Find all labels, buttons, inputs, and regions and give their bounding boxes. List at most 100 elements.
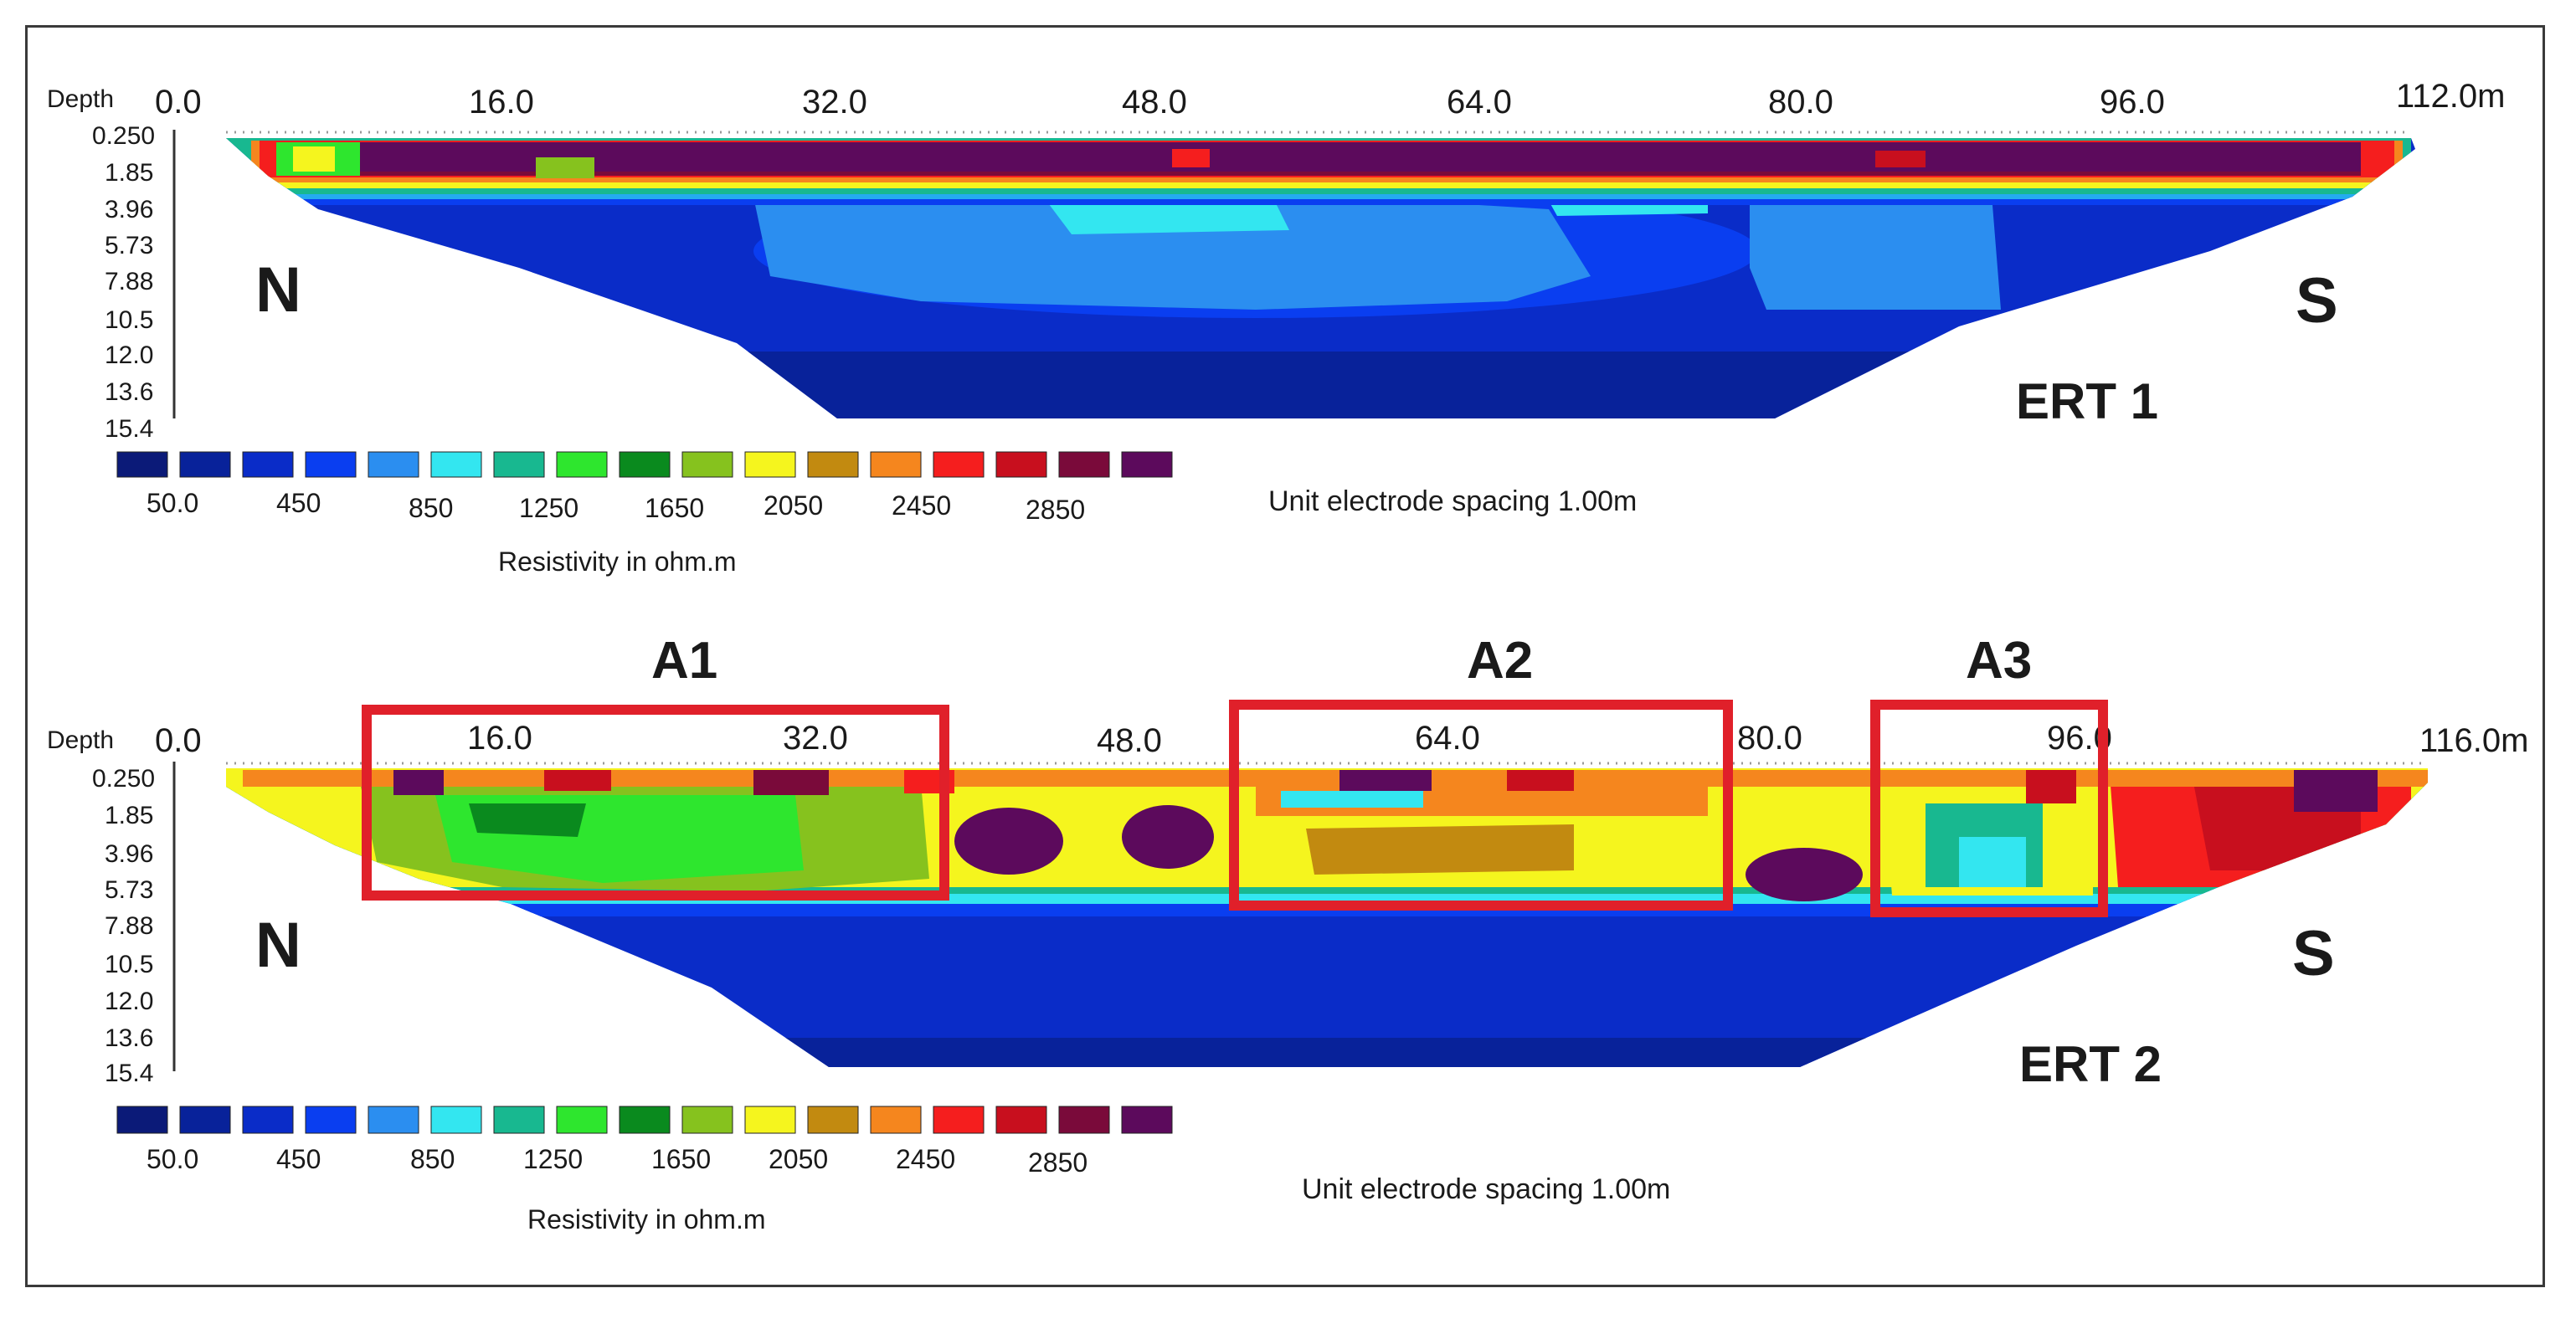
ert1-north-label: N xyxy=(255,254,301,326)
ert1-legend-value: 2450 xyxy=(892,490,951,521)
ert1-section: 0.0 16.0 32.0 48.0 64.0 80.0 96.0 112.0m… xyxy=(47,78,2505,577)
legend-swatch xyxy=(1121,1106,1173,1134)
ert2-distance-tick: 0.0 xyxy=(155,722,202,759)
ert2-electrode-spacing: Unit electrode spacing 1.00m xyxy=(1302,1173,1670,1205)
ert1-distance-tick: 64.0 xyxy=(1447,84,1512,121)
ert2-depth-tick: 10.5 xyxy=(105,951,153,978)
legend-swatch xyxy=(556,451,608,478)
legend-swatch xyxy=(870,1106,922,1134)
ert2-legend-value: 850 xyxy=(410,1144,455,1174)
ert1-resistivity-layers xyxy=(226,138,2415,418)
ert1-depth-tick: 12.0 xyxy=(105,341,153,369)
anomaly-box-a3 xyxy=(1870,700,2108,917)
ert2-north-label: N xyxy=(255,910,301,981)
ert2-distance-tick: 64.0 xyxy=(1415,720,1480,757)
legend-swatch xyxy=(744,1106,796,1134)
ert2-distance-tick: 16.0 xyxy=(467,720,532,757)
ert1-depth-tick: 10.5 xyxy=(105,306,153,334)
ert1-depth-tick: 13.6 xyxy=(105,378,153,406)
legend-swatch xyxy=(179,1106,231,1134)
legend-swatch xyxy=(305,451,357,478)
ert2-legend-value: 1250 xyxy=(523,1144,583,1174)
ert1-electrode-spacing: Unit electrode spacing 1.00m xyxy=(1268,485,1637,517)
legend-swatch xyxy=(368,1106,419,1134)
ert2-distance-tick: 48.0 xyxy=(1097,722,1162,759)
legend-swatch xyxy=(493,1106,545,1134)
ert1-depth-tick: 15.4 xyxy=(105,415,153,443)
ert2-section-name: ERT 2 xyxy=(2019,1036,2162,1092)
ert1-distance-tick: 48.0 xyxy=(1122,84,1187,121)
ert2-legend-value: 450 xyxy=(276,1144,321,1174)
ert1-depth-tick: 3.96 xyxy=(105,196,153,223)
legend-swatch xyxy=(305,1106,357,1134)
ert2-depth-tick: 13.6 xyxy=(105,1024,153,1052)
ert1-south-label: S xyxy=(2296,265,2338,336)
legend-swatch xyxy=(933,1106,985,1134)
legend-swatch xyxy=(242,1106,294,1134)
ert1-depth-tick: 7.88 xyxy=(105,268,153,295)
ert2-distance-tick: 80.0 xyxy=(1737,720,1802,757)
ert1-legend-value: 450 xyxy=(276,488,321,518)
ert2-deep-layer xyxy=(829,1038,1800,1067)
legend-swatch xyxy=(933,451,985,478)
ert2-south-label: S xyxy=(2292,918,2335,989)
ert2-legend-value: 1650 xyxy=(651,1144,711,1174)
legend-swatch xyxy=(681,1106,733,1134)
ert2-depth-tick: 0.250 xyxy=(92,765,155,793)
legend-swatch xyxy=(995,1106,1047,1134)
legend-swatch xyxy=(744,451,796,478)
ert1-distance-tick: 112.0m xyxy=(2396,78,2505,115)
ert1-distance-tick: 80.0 xyxy=(1768,84,1833,121)
legend-swatch xyxy=(681,451,733,478)
legend-swatch xyxy=(870,451,922,478)
legend-swatch xyxy=(1058,451,1110,478)
ert2-color-legend xyxy=(116,1106,1173,1134)
ert2-legend-value: 2450 xyxy=(896,1144,955,1174)
anomaly-label-a3: A3 xyxy=(1966,632,2032,690)
ert1-distance-tick: 32.0 xyxy=(802,84,867,121)
ert1-legend-value: 50.0 xyxy=(147,488,198,518)
ert1-legend-value: 2850 xyxy=(1026,495,1085,525)
ert2-legend-value: 50.0 xyxy=(147,1144,198,1174)
ert1-legend-value: 1250 xyxy=(519,493,578,523)
ert2-depth-title: Depth xyxy=(47,726,114,754)
ert1-distance-tick: 96.0 xyxy=(2100,84,2165,121)
legend-swatch xyxy=(179,451,231,478)
ert1-legend-value: 2050 xyxy=(764,490,823,521)
legend-swatch xyxy=(995,451,1047,478)
legend-swatch xyxy=(619,451,671,478)
figure-frame xyxy=(25,25,2545,1287)
ert1-section-name: ERT 1 xyxy=(2016,373,2158,429)
legend-swatch xyxy=(807,451,859,478)
ert2-depth-tick: 12.0 xyxy=(105,988,153,1015)
ert1-color-legend xyxy=(116,451,1173,478)
ert2-depth-tick: 3.96 xyxy=(105,840,153,868)
ert2-depth-tick: 15.4 xyxy=(105,1060,153,1087)
legend-swatch xyxy=(619,1106,671,1134)
ert2-depth-tick: 5.73 xyxy=(105,876,153,904)
legend-swatch xyxy=(242,451,294,478)
legend-swatch xyxy=(807,1106,859,1134)
ert1-depth-tick: 0.250 xyxy=(92,122,155,150)
ert2-legend-value: 2850 xyxy=(1028,1147,1087,1178)
legend-swatch xyxy=(430,451,482,478)
ert1-depth-tick: 5.73 xyxy=(105,232,153,259)
ert1-depth-tick: 1.85 xyxy=(105,159,153,187)
legend-swatch xyxy=(556,1106,608,1134)
legend-swatch xyxy=(1121,451,1173,478)
ert1-distance-tick: 16.0 xyxy=(469,84,534,121)
ert1-legend-value: 850 xyxy=(409,493,453,523)
ert2-distance-tick: 116.0m xyxy=(2419,722,2528,759)
ert1-distance-tick: 0.0 xyxy=(155,84,202,121)
ert1-legend-title: Resistivity in ohm.m xyxy=(498,547,737,577)
ert2-distance-tick: 32.0 xyxy=(783,720,848,757)
ert1-legend-value: 1650 xyxy=(645,493,704,523)
ert2-legend-title: Resistivity in ohm.m xyxy=(527,1204,766,1234)
legend-swatch xyxy=(368,451,419,478)
ert2-section: 0.0 16.0 32.0 48.0 64.0 80.0 96.0 116.0m… xyxy=(47,632,2528,1234)
legend-swatch xyxy=(430,1106,482,1134)
ert1-depth-title: Depth xyxy=(47,85,114,113)
ert2-depth-tick: 7.88 xyxy=(105,912,153,940)
ert2-depth-tick: 1.85 xyxy=(105,802,153,829)
